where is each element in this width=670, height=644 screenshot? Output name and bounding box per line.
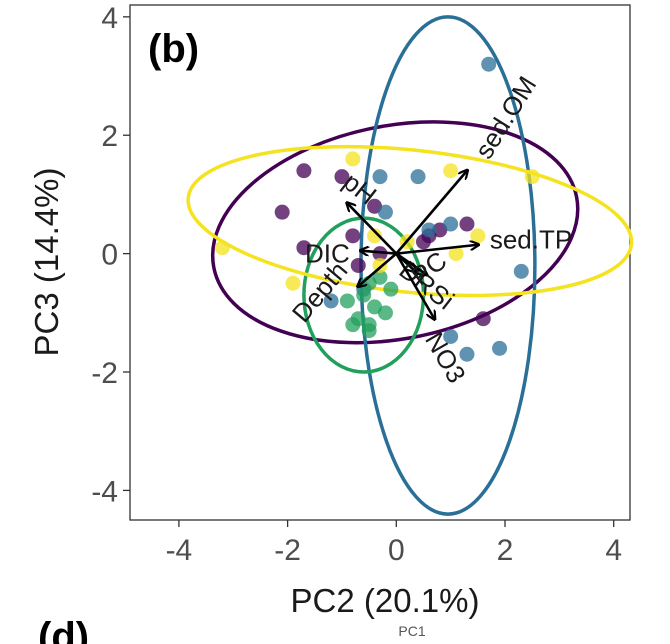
point-blue [459, 346, 475, 362]
loading-arrow [395, 252, 434, 319]
x-tick-label: 0 [388, 534, 405, 567]
point-purple [296, 240, 312, 256]
point-purple [334, 169, 350, 185]
ellipse-yellow [186, 144, 634, 298]
point-purple [345, 228, 361, 244]
loading-arrow [347, 203, 398, 255]
loading-arrow [395, 252, 426, 275]
point-yellow [443, 163, 459, 179]
point-purple [415, 234, 431, 250]
point-blue [421, 222, 437, 238]
point-purple [475, 311, 491, 327]
point-blue [492, 340, 508, 356]
loading-label: sed.TP [490, 225, 572, 255]
y-tick-label: -2 [91, 357, 118, 390]
point-yellow [285, 275, 301, 291]
panel-label: (b) [148, 27, 199, 71]
point-yellow [214, 240, 230, 256]
loading-arrow [395, 171, 467, 255]
point-purple [350, 257, 366, 273]
point-purple [372, 246, 388, 262]
next-panel-axis-hint: PC1 [398, 623, 425, 639]
point-purple [274, 204, 290, 220]
y-tick-label: 4 [101, 2, 118, 35]
point-yellow [367, 228, 383, 244]
point-blue [372, 169, 388, 185]
y-tick-label: 0 [101, 239, 118, 272]
x-tick-label: 2 [497, 534, 514, 567]
point-yellow [448, 246, 464, 262]
loading-arrow [358, 252, 398, 287]
point-blue [513, 263, 529, 279]
confidence-ellipses [186, 15, 634, 516]
x-tick-label: 4 [605, 534, 622, 567]
next-panel-label: (d) [38, 615, 89, 644]
y-axis-title: PC3 (14.4%) [28, 168, 65, 357]
point-yellow [345, 151, 361, 167]
point-purple [459, 216, 475, 232]
axes: -4 -2 0 2 4 -4 -2 0 2 4 [91, 2, 622, 567]
point-green [356, 287, 372, 303]
x-tick-label: -4 [166, 534, 193, 567]
point-blue [481, 56, 497, 72]
point-blue [323, 293, 339, 309]
point-blue [443, 216, 459, 232]
loading-arrow [361, 251, 397, 254]
point-green [372, 269, 388, 285]
point-green [339, 293, 355, 309]
x-axis-title: PC2 (20.1%) [291, 582, 480, 619]
point-yellow [470, 228, 486, 244]
loading-arrow [396, 245, 478, 255]
point-purple [296, 163, 312, 179]
y-tick-label: -4 [91, 475, 118, 508]
point-green [367, 299, 383, 315]
data-points [214, 56, 540, 362]
point-blue [443, 328, 459, 344]
loading-label: DIC [305, 239, 350, 269]
plot-panel [129, 4, 631, 521]
loading-label: sed.OM [469, 71, 543, 164]
y-tick-label: 2 [101, 120, 118, 153]
point-blue [410, 169, 426, 185]
x-tick-label: -2 [274, 534, 301, 567]
point-yellow [524, 169, 540, 185]
point-blue [377, 204, 393, 220]
panel-border [129, 4, 631, 521]
point-green [345, 317, 361, 333]
point-green [383, 281, 399, 297]
point-green [361, 317, 377, 333]
